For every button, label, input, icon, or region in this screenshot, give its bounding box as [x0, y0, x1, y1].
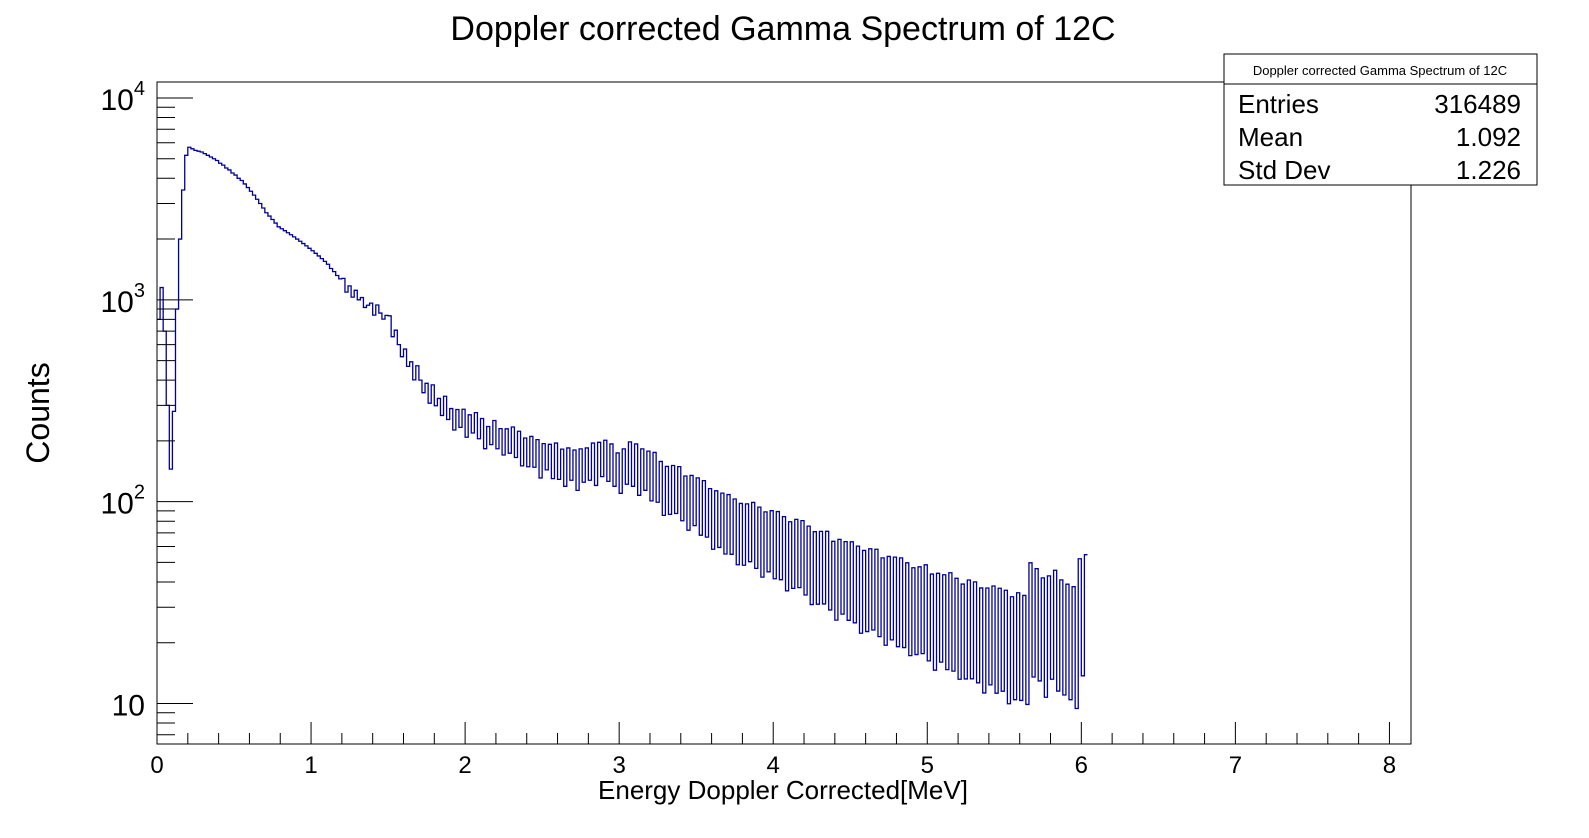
x-tick-label: 3 [612, 752, 625, 779]
stats-box-frame [1223, 53, 1538, 186]
x-tick-label: 6 [1075, 752, 1088, 779]
stats-mean-value: 1.092 [1456, 122, 1521, 152]
x-tick-label: 7 [1229, 752, 1242, 779]
x-tick-label: 8 [1383, 752, 1396, 779]
x-tick-label: 2 [458, 752, 471, 779]
plot-area [157, 146, 1088, 710]
stats-entries-label: Entries [1238, 89, 1319, 119]
stats-box-title: Doppler corrected Gamma Spectrum of 12C [1253, 63, 1507, 78]
y-tick-label: 104 [101, 78, 146, 117]
stats-stddev-label: Std Dev [1238, 155, 1331, 185]
stats-stddev-value: 1.226 [1456, 155, 1521, 185]
chart-title: Doppler corrected Gamma Spectrum of 12C [450, 10, 1115, 48]
x-tick-label: 5 [921, 752, 934, 779]
x-axis-label: Energy Doppler Corrected[MeV] [598, 775, 968, 805]
y-axis: 10 102 103 104 [101, 78, 193, 736]
stats-entries-value: 316489 [1434, 89, 1521, 119]
x-axis: 0 1 2 3 4 5 6 7 8 [150, 722, 1396, 779]
histogram-line [157, 146, 1088, 710]
x-tick-label: 1 [304, 752, 317, 779]
y-tick-label: 102 [101, 482, 146, 521]
x-tick-label: 0 [150, 752, 163, 779]
y-tick-label: 10 [112, 689, 145, 722]
stats-mean-label: Mean [1238, 122, 1303, 152]
y-axis-label: Counts [20, 362, 56, 463]
x-tick-label: 4 [767, 752, 780, 779]
stats-box: Doppler corrected Gamma Spectrum of 12C … [1223, 53, 1538, 186]
plot-frame [156, 81, 1412, 745]
y-tick-label: 103 [101, 280, 146, 319]
